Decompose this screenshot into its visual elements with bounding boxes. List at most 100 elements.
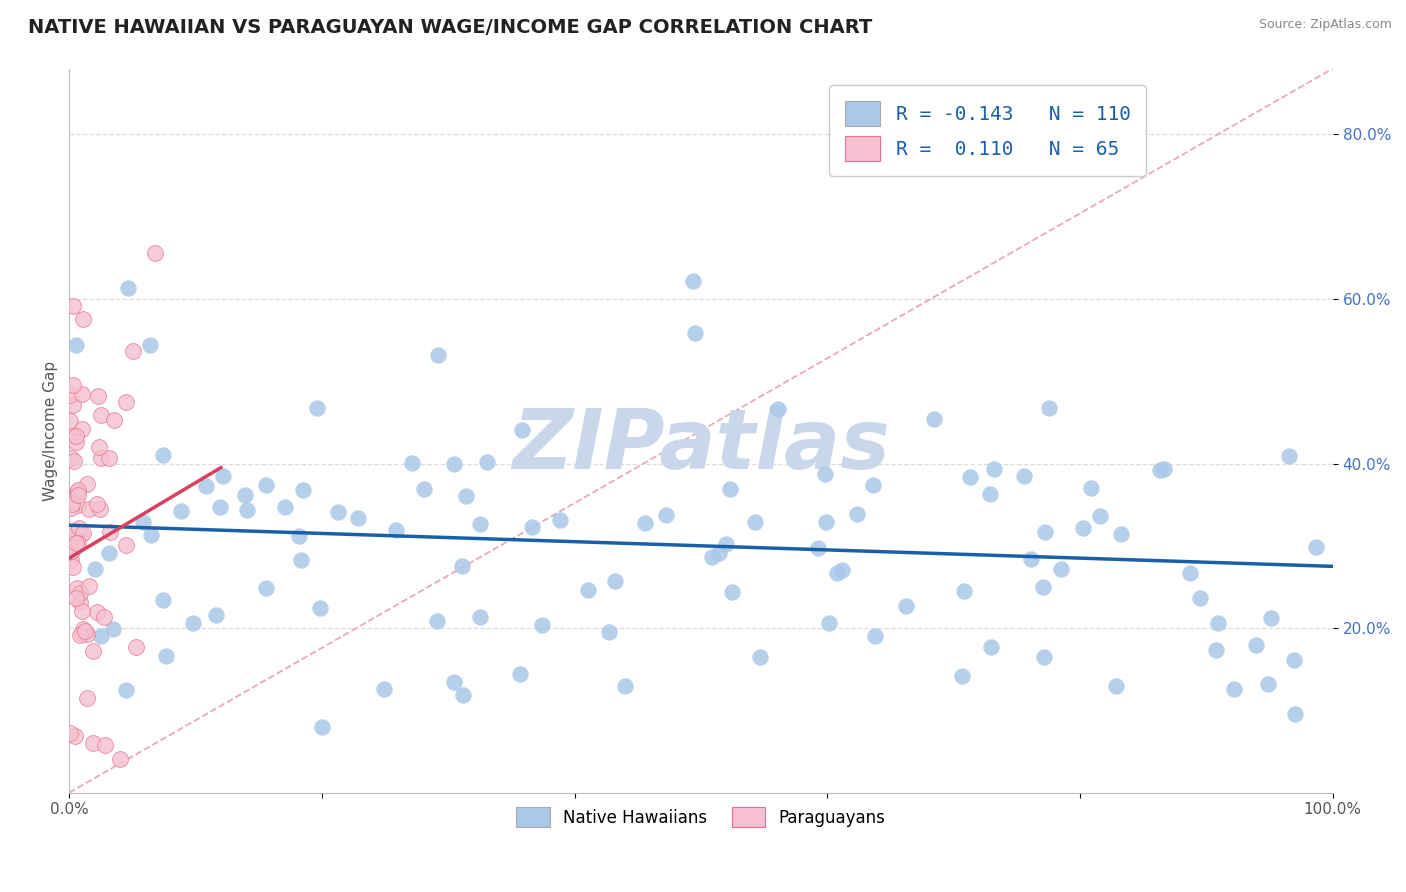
Point	[143, 246, 166, 260]
Point	[59, 553, 82, 567]
Legend: Native Hawaiians, Paraguayans: Native Hawaiians, Paraguayans	[508, 799, 894, 835]
Point	[347, 510, 370, 524]
Point	[807, 541, 830, 555]
Point	[1205, 643, 1227, 657]
Point	[60, 451, 83, 466]
Point	[953, 583, 976, 598]
Point	[212, 469, 235, 483]
Point	[683, 326, 706, 341]
Point	[131, 515, 153, 529]
Point	[59, 501, 82, 516]
Point	[1032, 580, 1054, 594]
Point	[288, 529, 311, 543]
Point	[768, 401, 790, 416]
Point	[79, 579, 101, 593]
Point	[254, 581, 277, 595]
Point	[72, 622, 94, 636]
Point	[311, 720, 333, 734]
Point	[62, 399, 84, 413]
Point	[401, 456, 423, 470]
Point	[70, 527, 93, 541]
Point	[62, 377, 84, 392]
Point	[845, 507, 868, 521]
Point	[716, 537, 738, 551]
Point	[90, 629, 112, 643]
Point	[66, 535, 89, 549]
Point	[62, 560, 84, 574]
Point	[1032, 650, 1054, 665]
Text: NATIVE HAWAIIAN VS PARAGUAYAN WAGE/INCOME GAP CORRELATION CHART: NATIVE HAWAIIAN VS PARAGUAYAN WAGE/INCOM…	[28, 18, 872, 37]
Point	[66, 524, 89, 539]
Point	[576, 583, 599, 598]
Point	[950, 669, 973, 683]
Point	[922, 412, 945, 426]
Point	[814, 515, 837, 529]
Point	[72, 311, 94, 326]
Point	[59, 726, 82, 740]
Point	[477, 455, 499, 469]
Point	[983, 462, 1005, 476]
Point	[69, 628, 91, 642]
Point	[744, 516, 766, 530]
Point	[93, 738, 115, 752]
Point	[86, 497, 108, 511]
Point	[1246, 638, 1268, 652]
Point	[603, 574, 626, 588]
Point	[825, 566, 848, 581]
Point	[1278, 449, 1301, 463]
Point	[326, 505, 349, 519]
Point	[896, 599, 918, 614]
Point	[115, 394, 138, 409]
Point	[470, 517, 492, 532]
Point	[62, 429, 84, 443]
Point	[67, 488, 90, 502]
Point	[69, 595, 91, 609]
Point	[817, 616, 839, 631]
Point	[66, 484, 89, 499]
Point	[520, 520, 543, 534]
Point	[1080, 481, 1102, 495]
Point	[655, 508, 678, 522]
Point	[290, 553, 312, 567]
Point	[1105, 679, 1128, 693]
Y-axis label: Wage/Income Gap: Wage/Income Gap	[44, 360, 58, 500]
Point	[1206, 615, 1229, 630]
Point	[86, 605, 108, 619]
Point	[204, 608, 226, 623]
Point	[291, 483, 314, 498]
Point	[451, 688, 474, 702]
Point	[1012, 468, 1035, 483]
Point	[1038, 401, 1060, 416]
Point	[66, 582, 89, 596]
Point	[65, 338, 87, 352]
Point	[862, 478, 884, 492]
Point	[115, 538, 138, 552]
Point	[90, 409, 112, 423]
Point	[122, 343, 145, 358]
Point	[89, 502, 111, 516]
Point	[69, 585, 91, 599]
Point	[181, 616, 204, 631]
Point	[309, 601, 332, 615]
Point	[531, 617, 554, 632]
Point	[76, 690, 98, 705]
Point	[305, 401, 328, 416]
Point	[1180, 566, 1202, 581]
Point	[125, 640, 148, 654]
Point	[1284, 653, 1306, 667]
Point	[1019, 552, 1042, 566]
Point	[65, 591, 87, 606]
Point	[682, 274, 704, 288]
Point	[814, 467, 837, 481]
Point	[65, 730, 87, 744]
Point	[110, 752, 132, 766]
Point	[70, 604, 93, 618]
Point	[79, 502, 101, 516]
Point	[426, 614, 449, 628]
Point	[82, 644, 104, 658]
Point	[67, 498, 90, 512]
Point	[550, 513, 572, 527]
Point	[152, 448, 174, 462]
Point	[60, 497, 83, 511]
Point	[93, 610, 115, 624]
